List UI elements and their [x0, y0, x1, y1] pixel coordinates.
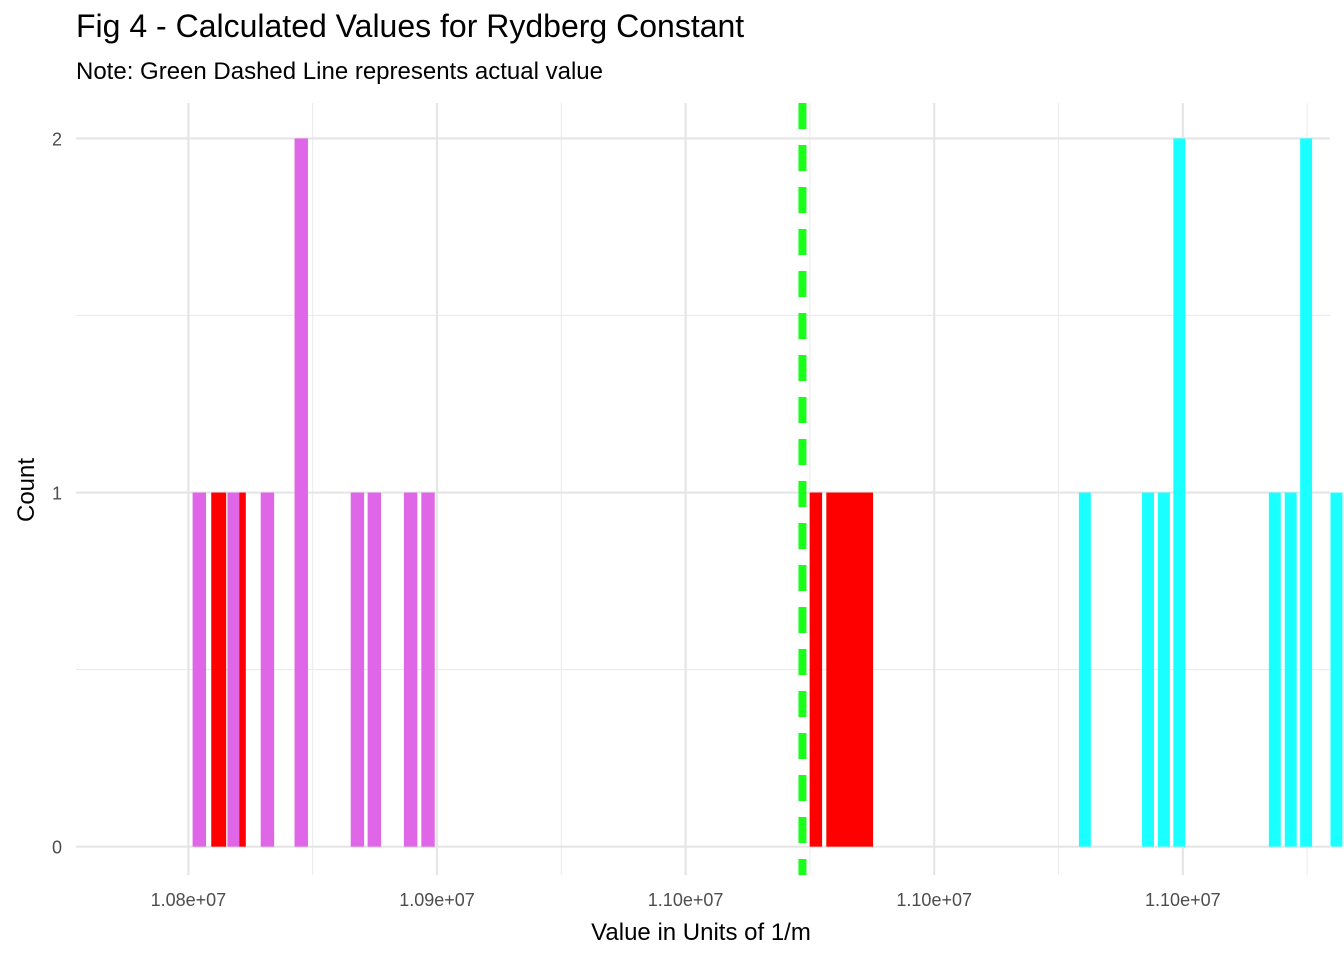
histogram-bar — [809, 492, 823, 847]
histogram-bar — [421, 492, 435, 847]
histogram-bar — [1330, 492, 1343, 847]
histogram-bar — [1078, 492, 1091, 847]
histogram-bar — [367, 492, 382, 847]
histogram-bar — [403, 492, 418, 847]
y-tick-label: 0 — [52, 838, 62, 858]
y-tick-label: 2 — [52, 129, 62, 149]
histogram-bar — [227, 492, 241, 847]
histogram-bar — [294, 138, 308, 847]
y-tick-label: 1 — [52, 484, 62, 504]
y-axis-title: Count — [13, 458, 40, 522]
chart-subtitle: Note: Green Dashed Line represents actua… — [76, 58, 603, 85]
histogram-bar — [1157, 492, 1170, 847]
x-tick-label: 1.10e+07 — [1145, 890, 1221, 910]
histogram-bar — [1284, 492, 1297, 847]
x-tick-label: 1.10e+07 — [896, 890, 972, 910]
chart-title: Fig 4 - Calculated Values for Rydberg Co… — [76, 8, 745, 44]
histogram-bar — [350, 492, 365, 847]
histogram-bar — [260, 492, 275, 847]
tick-labels: 1.08e+07 1.09e+07 1.10e+07 1.10e+07 1.10e+07… — [52, 129, 1221, 910]
x-tick-label: 1.09e+07 — [399, 890, 475, 910]
histogram-bar — [211, 492, 227, 847]
histogram-bar — [1300, 138, 1313, 847]
bars-layer — [192, 138, 1343, 847]
x-axis-title: Value in Units of 1/m — [591, 919, 811, 946]
x-tick-label: 1.08e+07 — [151, 890, 227, 910]
x-tick-label: 1.10e+07 — [648, 890, 724, 910]
histogram-bar — [192, 492, 207, 847]
histogram-bar — [1173, 138, 1186, 847]
histogram-bar — [826, 492, 874, 847]
histogram-bar — [239, 492, 246, 847]
histogram-bar — [1268, 492, 1281, 847]
histogram-bar — [1142, 492, 1154, 847]
